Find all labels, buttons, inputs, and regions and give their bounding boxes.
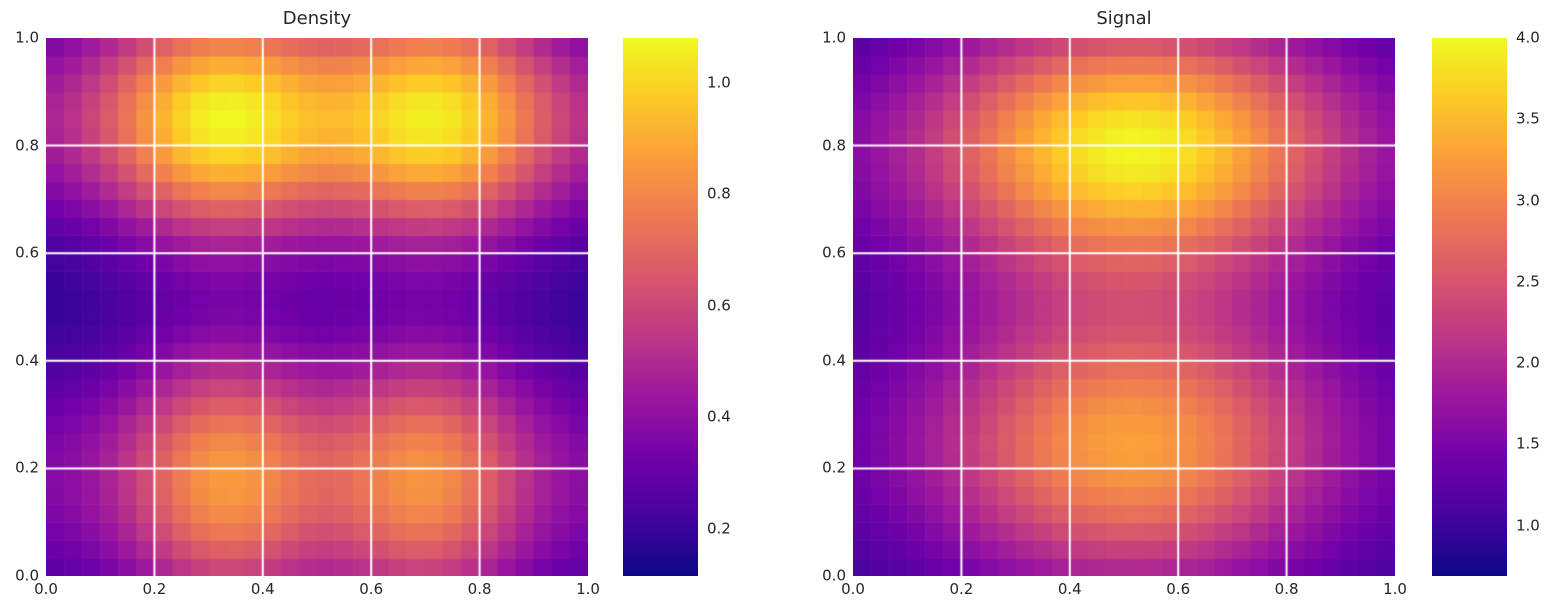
colorbar-tick-label: 0.6 [707,296,731,315]
y-tick-label: 0.8 [822,136,846,155]
y-tick-label: 1.0 [822,28,846,47]
x-tick-label: 0.0 [34,580,58,598]
colorbar-tick-label: 2.5 [1516,272,1540,291]
signal-colorbar [1432,38,1507,576]
y-tick-label: 0.0 [15,566,39,585]
plot-title-density: Density [282,8,352,29]
colorbar-tick-label: 2.0 [1516,353,1540,372]
x-tick-label: 0.6 [359,580,384,598]
x-tick-label: 0.6 [1166,580,1191,598]
x-tick-label: 0.4 [1057,580,1082,598]
y-tick-label: 0.6 [822,243,846,262]
x-tick-label: 0.2 [949,580,974,598]
x-tick-label: 1.0 [1383,580,1407,598]
x-tick-label: 0.8 [1274,580,1299,598]
colorbar-tick-label: 0.2 [707,519,731,538]
x-tick-label: 1.0 [576,580,600,598]
y-tick-label: 0.2 [15,458,39,477]
colorbar-tick-label: 1.0 [1516,516,1540,535]
colorbar-tick-label: 4.0 [1516,28,1540,47]
x-tick-label: 0.0 [841,580,865,598]
y-tick-label: 1.0 [15,28,39,47]
x-tick-label: 0.2 [142,580,167,598]
y-tick-label: 0.2 [822,458,846,477]
signal-heatmap [853,38,1395,576]
density-colorbar [623,38,698,576]
colorbar-tick-label: 1.5 [1516,434,1540,453]
y-tick-label: 0.4 [822,351,846,370]
colorbar-tick-label: 1.0 [707,73,731,92]
y-tick-label: 0.4 [15,351,39,370]
x-tick-label: 0.8 [467,580,492,598]
colorbar-tick-label: 0.4 [707,407,731,426]
density-heatmap [46,38,588,576]
plot-title-signal: Signal [1096,8,1152,29]
colorbar-tick-label: 0.8 [707,184,731,203]
y-tick-label: 0.0 [822,566,846,585]
colorbar-tick-label: 3.0 [1516,191,1540,210]
x-tick-label: 0.4 [250,580,275,598]
colorbar-tick-label: 3.5 [1516,109,1540,128]
y-tick-label: 0.6 [15,243,39,262]
y-tick-label: 0.8 [15,136,39,155]
